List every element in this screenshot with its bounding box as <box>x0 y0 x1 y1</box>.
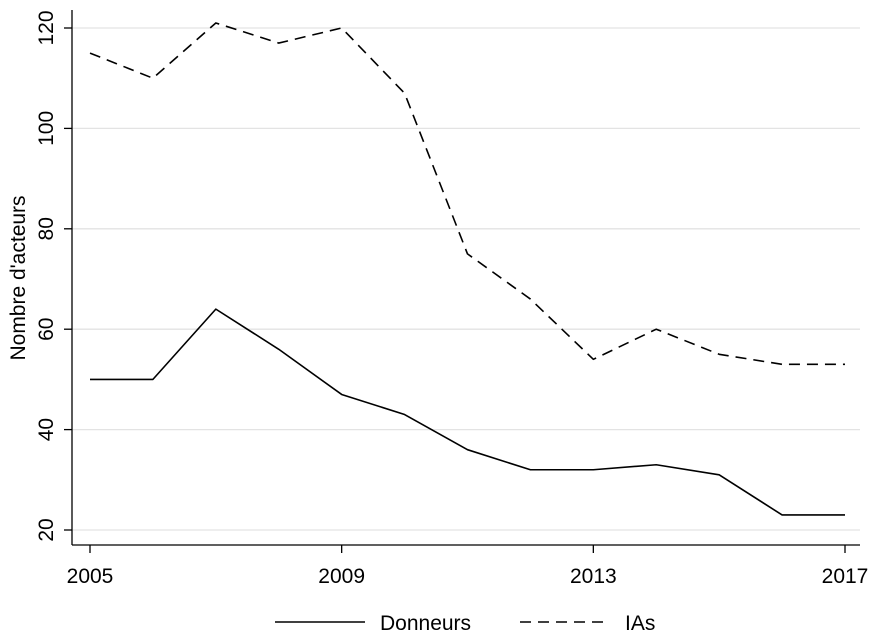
legend-label-donneurs: Donneurs <box>380 612 471 635</box>
y-tick-label-80: 80 <box>35 217 58 240</box>
x-tick-label-2009: 2009 <box>318 565 365 588</box>
y-tick-label-100: 100 <box>35 111 58 146</box>
y-axis-label: Nombre d'acteurs <box>7 195 30 360</box>
x-tick-label-2013: 2013 <box>570 565 617 588</box>
y-tick-label-60: 60 <box>35 318 58 341</box>
series-line-donneurs <box>90 308 845 516</box>
legend: Donneurs IAs <box>275 612 655 635</box>
grid <box>72 27 860 531</box>
axes <box>71 10 860 546</box>
series <box>89 22 845 516</box>
legend-label-ias: IAs <box>625 612 655 635</box>
x-tick-label-2017: 2017 <box>822 565 869 588</box>
y-tick-label-20: 20 <box>35 518 58 541</box>
x-tick-label-2005: 2005 <box>67 565 114 588</box>
y-tick-label-120: 120 <box>35 10 58 45</box>
series-line-ias <box>89 22 845 366</box>
y-ticks: 20 40 60 80 100 120 <box>35 10 72 542</box>
x-ticks: 2005 2009 2013 2017 <box>67 545 869 588</box>
y-tick-label-40: 40 <box>35 418 58 441</box>
